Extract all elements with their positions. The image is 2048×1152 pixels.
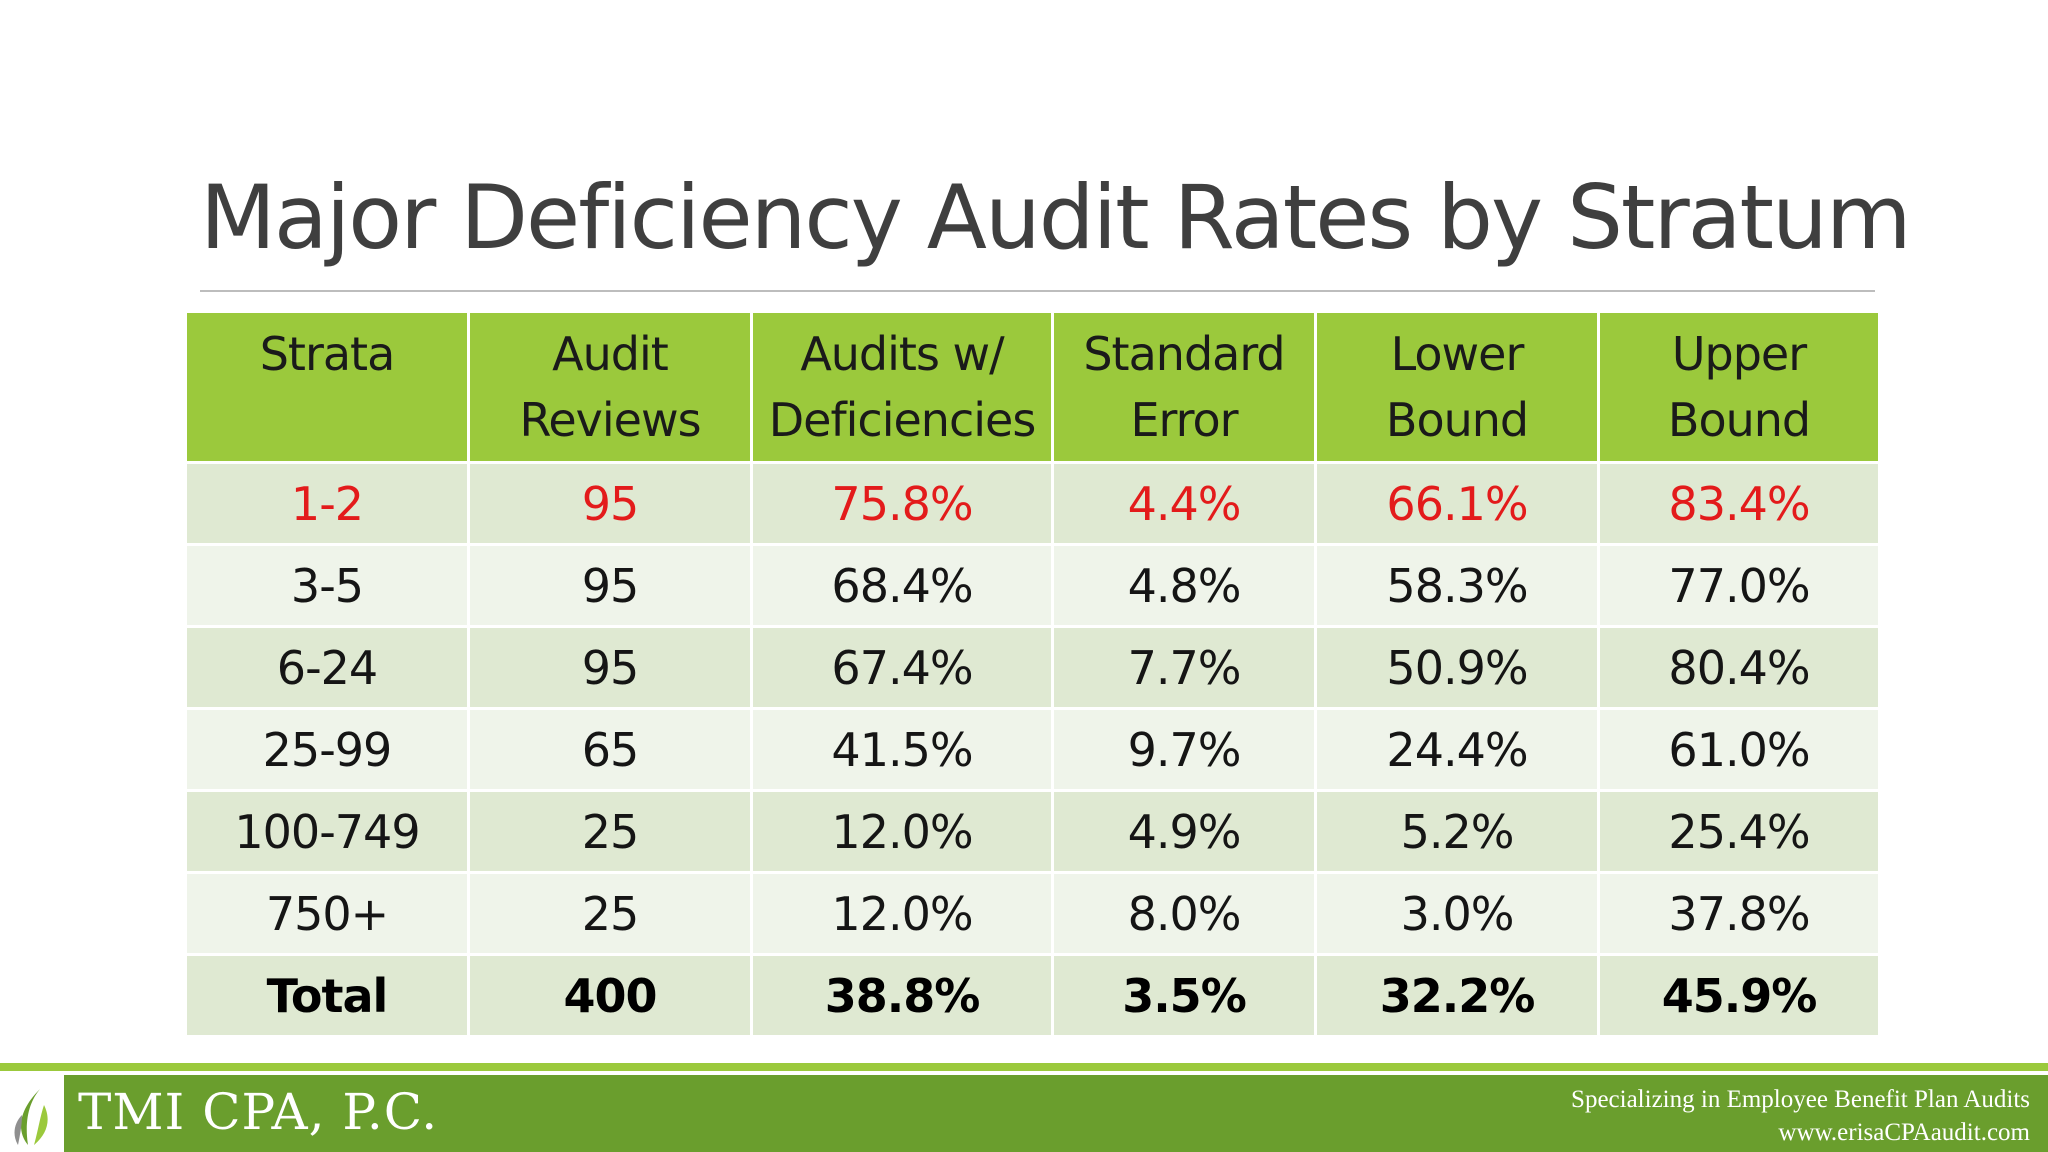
cell-strata: 6-24 <box>187 628 467 707</box>
cell-upper-bound: 45.9% <box>1600 956 1878 1035</box>
cell-audit-reviews: 95 <box>470 628 750 707</box>
cell-lower-bound: 58.3% <box>1317 546 1597 625</box>
cell-deficiency-rate: 75.8% <box>753 464 1051 543</box>
cell-strata: 100-749 <box>187 792 467 871</box>
cell-strata: Total <box>187 956 467 1035</box>
audit-rates-table: Strata Audit Reviews Audits w/Deficiencie… <box>184 310 1881 1038</box>
cell-strata: 750+ <box>187 874 467 953</box>
cell-audit-reviews: 400 <box>470 956 750 1035</box>
cell-upper-bound: 80.4% <box>1600 628 1878 707</box>
title-divider <box>200 290 1875 292</box>
header-audit-reviews: Audit Reviews <box>470 313 750 461</box>
cell-upper-bound: 77.0% <box>1600 546 1878 625</box>
cell-standard-error: 3.5% <box>1054 956 1314 1035</box>
cell-strata: 25-99 <box>187 710 467 789</box>
cell-deficiency-rate: 67.4% <box>753 628 1051 707</box>
cell-lower-bound: 24.4% <box>1317 710 1597 789</box>
cell-deficiency-rate: 12.0% <box>753 874 1051 953</box>
cell-standard-error: 8.0% <box>1054 874 1314 953</box>
header-audits-with-deficiencies: Audits w/Deficiencies <box>753 313 1051 461</box>
table-row: 6-24 95 67.4% 7.7% 50.9% 80.4% <box>187 628 1878 707</box>
leaf-icon <box>14 1089 48 1145</box>
cell-lower-bound: 66.1% <box>1317 464 1597 543</box>
header-strata: Strata <box>187 313 467 461</box>
cell-lower-bound: 5.2% <box>1317 792 1597 871</box>
footer-bar: TMI CPA, P.C. Specializing in Employee B… <box>0 1075 2048 1152</box>
cell-standard-error: 7.7% <box>1054 628 1314 707</box>
slide-title: Major Deficiency Audit Rates by Stratum <box>200 166 1912 269</box>
cell-standard-error: 4.9% <box>1054 792 1314 871</box>
footer-tagline: Specializing in Employee Benefit Plan Au… <box>1571 1083 2030 1149</box>
cell-lower-bound: 50.9% <box>1317 628 1597 707</box>
tagline-text: Specializing in Employee Benefit Plan Au… <box>1571 1086 2030 1113</box>
cell-deficiency-rate: 41.5% <box>753 710 1051 789</box>
company-logo <box>0 1075 64 1152</box>
cell-audit-reviews: 25 <box>470 792 750 871</box>
cell-audit-reviews: 95 <box>470 546 750 625</box>
cell-audit-reviews: 65 <box>470 710 750 789</box>
company-name: TMI CPA, P.C. <box>78 1083 439 1141</box>
cell-audit-reviews: 25 <box>470 874 750 953</box>
table-row: 1-2 95 75.8% 4.4% 66.1% 83.4% <box>187 464 1878 543</box>
cell-deficiency-rate: 68.4% <box>753 546 1051 625</box>
footer-accent-line <box>0 1063 2048 1071</box>
website-text: www.erisaCPAaudit.com <box>1778 1119 2030 1146</box>
cell-audit-reviews: 95 <box>470 464 750 543</box>
header-lower-bound: Lower Bound <box>1317 313 1597 461</box>
cell-upper-bound: 25.4% <box>1600 792 1878 871</box>
cell-deficiency-rate: 12.0% <box>753 792 1051 871</box>
cell-standard-error: 4.8% <box>1054 546 1314 625</box>
cell-upper-bound: 37.8% <box>1600 874 1878 953</box>
cell-standard-error: 4.4% <box>1054 464 1314 543</box>
cell-strata: 1-2 <box>187 464 467 543</box>
table-header-row: Strata Audit Reviews Audits w/Deficiencie… <box>187 313 1878 461</box>
cell-lower-bound: 32.2% <box>1317 956 1597 1035</box>
header-standard-error: Standard Error <box>1054 313 1314 461</box>
cell-standard-error: 9.7% <box>1054 710 1314 789</box>
cell-upper-bound: 83.4% <box>1600 464 1878 543</box>
cell-lower-bound: 3.0% <box>1317 874 1597 953</box>
table-total-row: Total 400 38.8% 3.5% 32.2% 45.9% <box>187 956 1878 1035</box>
header-upper-bound: Upper Bound <box>1600 313 1878 461</box>
cell-deficiency-rate: 38.8% <box>753 956 1051 1035</box>
table-row: 25-99 65 41.5% 9.7% 24.4% 61.0% <box>187 710 1878 789</box>
cell-upper-bound: 61.0% <box>1600 710 1878 789</box>
table-row: 100-749 25 12.0% 4.9% 5.2% 25.4% <box>187 792 1878 871</box>
table-row: 3-5 95 68.4% 4.8% 58.3% 77.0% <box>187 546 1878 625</box>
cell-strata: 3-5 <box>187 546 467 625</box>
table-row: 750+ 25 12.0% 8.0% 3.0% 37.8% <box>187 874 1878 953</box>
